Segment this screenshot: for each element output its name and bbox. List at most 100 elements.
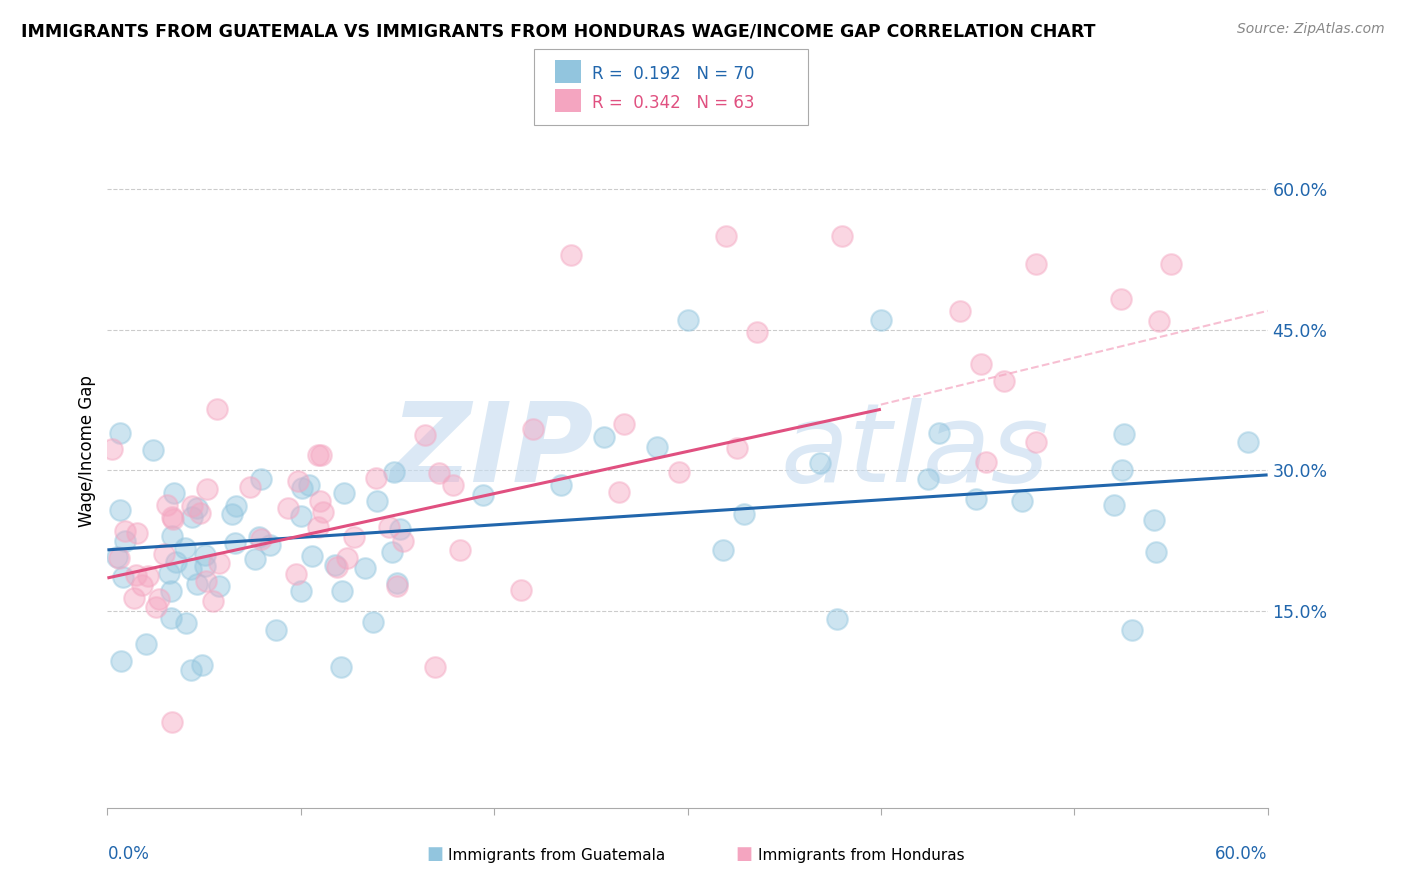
Point [510, 583, 533, 598]
Point [108, 550, 131, 565]
Point [733, 507, 755, 521]
Point [1112, 426, 1135, 441]
Point [105, 550, 128, 565]
Point [180, 562, 202, 576]
Point [307, 448, 329, 462]
Point [309, 493, 332, 508]
Point [153, 547, 176, 561]
Point [993, 374, 1015, 388]
Point [831, 228, 853, 243]
Point [413, 427, 436, 442]
Point [645, 440, 668, 454]
Point [174, 541, 197, 555]
Point [125, 526, 148, 541]
Point [114, 524, 136, 538]
Point [423, 660, 446, 674]
Point [1025, 435, 1047, 450]
Point [449, 542, 471, 557]
Text: Immigrants from Honduras: Immigrants from Honduras [758, 848, 965, 863]
Text: ZIP: ZIP [391, 398, 595, 505]
Point [111, 570, 134, 584]
Point [363, 615, 385, 629]
Point [174, 615, 197, 630]
Point [1011, 494, 1033, 508]
Point [160, 529, 183, 543]
Y-axis label: Wage/Income Gap: Wage/Income Gap [79, 376, 96, 527]
Point [928, 425, 950, 440]
Point [157, 566, 180, 580]
Point [311, 505, 333, 519]
Point [607, 485, 630, 500]
Point [180, 663, 202, 677]
Point [135, 637, 157, 651]
Point [285, 567, 308, 582]
Point [208, 556, 231, 570]
Point [378, 520, 401, 534]
Point [125, 567, 148, 582]
Point [249, 530, 271, 544]
Point [808, 456, 831, 470]
Point [550, 477, 572, 491]
Point [205, 402, 228, 417]
Point [364, 471, 387, 485]
Point [1111, 463, 1133, 477]
Point [108, 425, 131, 440]
Point [148, 592, 170, 607]
Point [122, 591, 145, 606]
Point [277, 500, 299, 515]
Point [202, 593, 225, 607]
Point [1025, 257, 1047, 271]
Point [336, 550, 359, 565]
Point [243, 552, 266, 566]
Point [259, 538, 281, 552]
Point [1102, 498, 1125, 512]
Point [725, 441, 748, 455]
Point [593, 430, 616, 444]
Point [162, 510, 184, 524]
Text: 60.0%: 60.0% [1215, 846, 1268, 863]
Point [190, 658, 212, 673]
Point [298, 478, 321, 492]
Point [870, 313, 893, 327]
Point [221, 507, 243, 521]
Point [180, 510, 202, 524]
Point [290, 509, 312, 524]
Point [1237, 435, 1260, 450]
Point [264, 624, 287, 638]
Point [290, 583, 312, 598]
Point [194, 548, 217, 562]
Point [330, 584, 353, 599]
Point [101, 442, 124, 457]
Text: ■: ■ [426, 846, 443, 863]
Point [1147, 313, 1170, 327]
Point [159, 611, 181, 625]
Point [287, 474, 309, 488]
Point [114, 534, 136, 549]
Point [1111, 292, 1133, 306]
Point [385, 579, 408, 593]
Text: ■: ■ [735, 846, 752, 863]
Point [668, 465, 690, 479]
Point [333, 485, 356, 500]
Point [162, 512, 184, 526]
Point [142, 442, 165, 457]
Point [238, 480, 260, 494]
Point [145, 599, 167, 614]
Point [825, 612, 848, 626]
Point [385, 576, 408, 591]
Point [194, 574, 217, 589]
Point [163, 485, 186, 500]
Point [970, 357, 993, 371]
Point [382, 466, 405, 480]
Text: 0.0%: 0.0% [107, 846, 149, 863]
Point [745, 325, 768, 339]
Point [381, 545, 404, 559]
Point [131, 578, 153, 592]
Point [195, 482, 218, 496]
Point [441, 478, 464, 492]
Point [1144, 545, 1167, 559]
Point [160, 583, 183, 598]
Text: atlas: atlas [780, 398, 1049, 505]
Text: Immigrants from Guatemala: Immigrants from Guatemala [449, 848, 665, 863]
Point [186, 577, 208, 591]
